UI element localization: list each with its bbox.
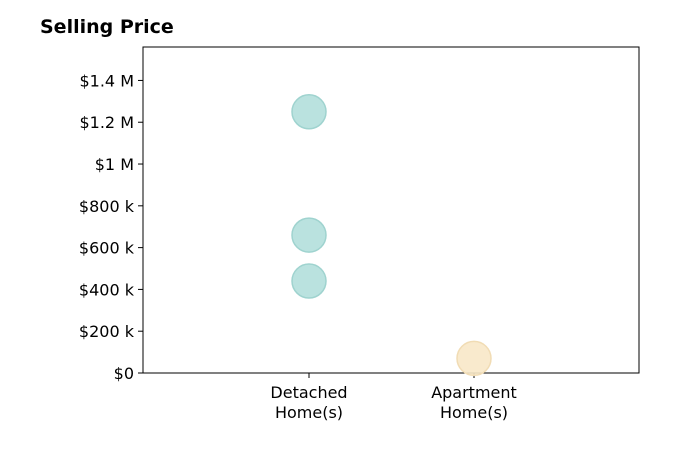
x-tick-label-line: Home(s) [275, 403, 343, 422]
detached-home-point [291, 263, 327, 299]
y-axis: $0 $200 k $400 k $600 k $800 k $1 M $1.2 M $1.4… [79, 71, 143, 383]
detached-home-point [291, 217, 327, 253]
data-points [291, 94, 492, 377]
x-tick-label: Apartment Home(s) [431, 383, 517, 422]
x-tick-label: Detached Home(s) [270, 383, 347, 422]
y-tick-label: $1 M [95, 155, 134, 174]
y-tick-label: $600 k [79, 239, 135, 258]
apartment-home-point [456, 340, 492, 377]
x-tick-label-line: Detached [270, 383, 347, 402]
chart-title: Selling Price [40, 16, 174, 38]
y-tick-label: $1.4 M [79, 71, 134, 90]
y-tick-label: $200 k [79, 322, 135, 341]
y-tick-label: $400 k [79, 280, 135, 299]
y-tick-label: $1.2 M [79, 113, 134, 132]
x-axis: Detached Home(s)Apartment Home(s) [270, 373, 517, 422]
y-tick-label: $800 k [79, 197, 135, 216]
x-tick-label-line: Apartment [431, 383, 517, 402]
plot-area-frame [142, 46, 640, 374]
detached-home-point [291, 94, 327, 130]
x-tick-label-line: Home(s) [440, 403, 508, 422]
y-tick-label: $0 [114, 364, 134, 383]
